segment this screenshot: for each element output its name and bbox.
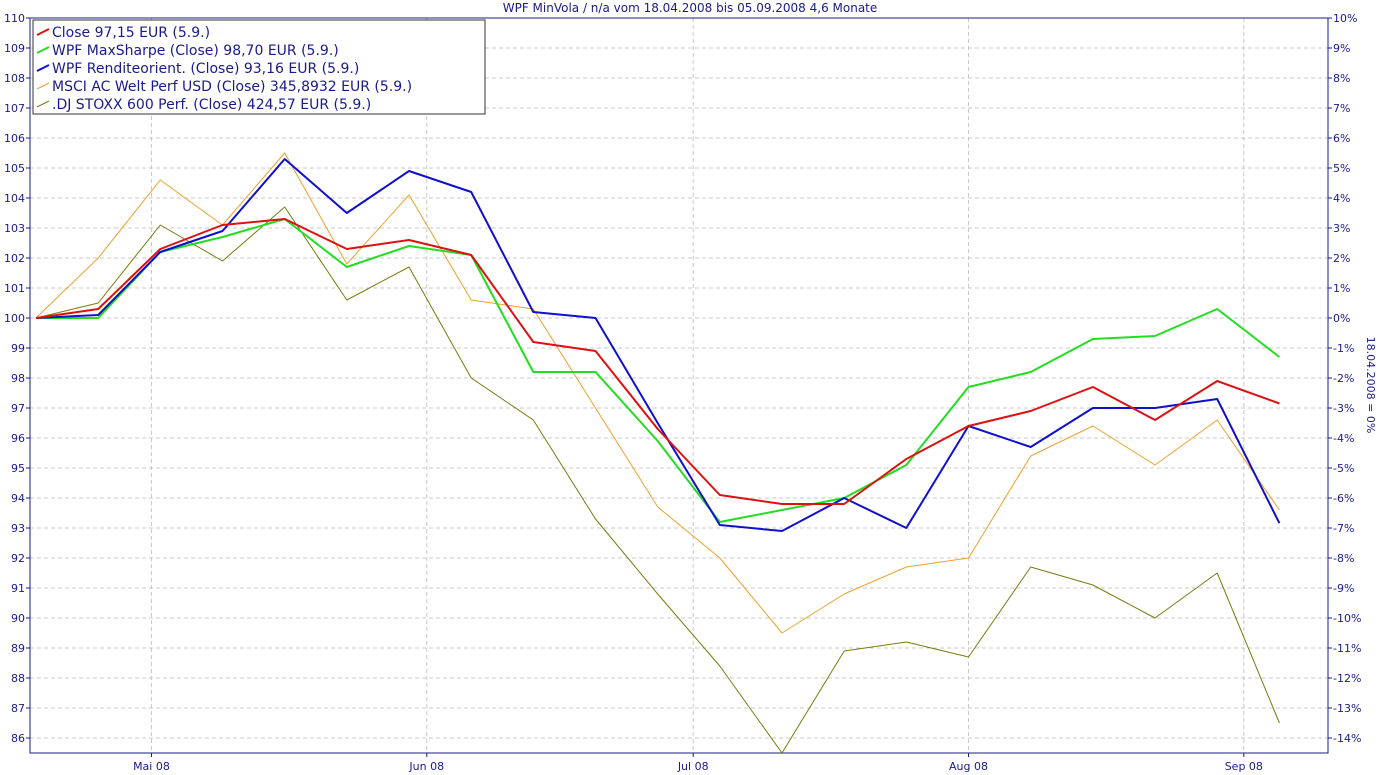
legend-swatch xyxy=(36,46,50,54)
y-right-tick-label: -13% xyxy=(1333,702,1361,715)
x-tick-label: Jun 08 xyxy=(408,760,444,773)
x-tick-label: Jul 08 xyxy=(677,760,709,773)
legend-entry: .DJ STOXX 600 Perf. (Close) 424,57 EUR (… xyxy=(52,97,371,113)
y-left-tick-label: 91 xyxy=(11,582,25,595)
y-right-tick-label: 3% xyxy=(1333,222,1350,235)
y-right-label: 18.04.2008 = 0% xyxy=(1364,337,1377,434)
y-left-tick-label: 109 xyxy=(4,42,25,55)
y-right-tick-label: -5% xyxy=(1333,462,1354,475)
y-right-tick-label: 8% xyxy=(1333,72,1350,85)
y-right-tick-label: -2% xyxy=(1333,372,1354,385)
y-right-tick-label: 6% xyxy=(1333,132,1350,145)
legend-box xyxy=(32,19,486,115)
y-left-tick-label: 89 xyxy=(11,642,25,655)
y-left-tick-label: 95 xyxy=(11,462,25,475)
series-line xyxy=(35,158,1281,532)
y-right-tick-label: -4% xyxy=(1333,432,1354,445)
series-line xyxy=(35,152,1280,634)
x-tick-label: Aug 08 xyxy=(949,760,988,773)
y-left-tick-label: 87 xyxy=(11,702,25,715)
legend: Close 97,15 EUR (5.9.) WPF MaxSharpe (Clo… xyxy=(32,19,486,115)
y-right-tick-label: -10% xyxy=(1333,612,1361,625)
y-left-tick-label: 98 xyxy=(11,372,25,385)
legend-swatch xyxy=(36,28,50,36)
y-left-tick-label: 110 xyxy=(4,12,25,25)
y-right-tick-label: -8% xyxy=(1333,552,1354,565)
y-right-tick-label: 7% xyxy=(1333,102,1350,115)
grid xyxy=(30,17,1328,753)
y-right-tick-label: 1% xyxy=(1333,282,1350,295)
y-right-tick-label: -3% xyxy=(1333,402,1354,415)
series-line xyxy=(35,218,1280,505)
y-right-tick-label: -14% xyxy=(1333,732,1361,745)
y-left-tick-label: 102 xyxy=(4,252,25,265)
x-tick-label: Sep 08 xyxy=(1225,760,1263,773)
y-right-tick-label: -11% xyxy=(1333,642,1361,655)
y-right-axis: -14% -13% -12% -11% -10% -9% -8% -7% -6% -5% -4% -3… xyxy=(1328,12,1361,745)
y-right-tick-label: -7% xyxy=(1333,522,1354,535)
y-left-tick-label: 96 xyxy=(11,432,25,445)
y-right-tick-label: -9% xyxy=(1333,582,1354,595)
y-left-tick-label: 88 xyxy=(11,672,25,685)
y-right-tick-label: 0% xyxy=(1333,312,1350,325)
y-right-tick-label: 9% xyxy=(1333,42,1350,55)
legend-swatch xyxy=(36,100,50,108)
legend-entry: WPF Renditeorient. (Close) 93,16 EUR (5.… xyxy=(52,61,359,77)
y-left-tick-label: 93 xyxy=(11,522,25,535)
y-left-tick-label: 97 xyxy=(11,402,25,415)
legend-swatch xyxy=(36,64,50,72)
chart-title: WPF MinVola / n/a vom 18.04.2008 bis 05.… xyxy=(503,1,878,15)
series-lines xyxy=(35,152,1281,754)
y-left-tick-label: 92 xyxy=(11,552,25,565)
y-left-tick-label: 104 xyxy=(4,192,25,205)
x-axis: Mai 08 Jun 08 Jul 08 Aug 08 Sep 08 xyxy=(133,753,1263,773)
legend-entry: MSCI AC Welt Perf USD (Close) 345,8932 E… xyxy=(52,79,412,95)
series-line xyxy=(36,218,1281,523)
legend-swatch xyxy=(36,82,50,90)
y-left-tick-label: 107 xyxy=(4,102,25,115)
y-left-tick-label: 94 xyxy=(11,492,25,505)
y-right-tick-label: 4% xyxy=(1333,192,1350,205)
legend-entry: Close 97,15 EUR (5.9.) xyxy=(52,25,210,41)
series-line xyxy=(35,206,1280,754)
y-left-tick-label: 106 xyxy=(4,132,25,145)
y-left-tick-label: 90 xyxy=(11,612,25,625)
y-left-tick-label: 101 xyxy=(4,282,25,295)
y-right-tick-label: -1% xyxy=(1333,342,1354,355)
plot-frame xyxy=(29,17,1329,754)
y-right-tick-label: 2% xyxy=(1333,252,1350,265)
y-right-tick-label: 10% xyxy=(1333,12,1357,25)
y-left-tick-label: 99 xyxy=(11,342,25,355)
y-left-tick-label: 103 xyxy=(4,222,25,235)
y-right-tick-label: 5% xyxy=(1333,162,1350,175)
y-right-tick-label: -6% xyxy=(1333,492,1354,505)
legend-entry: WPF MaxSharpe (Close) 98,70 EUR (5.9.) xyxy=(52,43,339,59)
y-left-tick-label: 108 xyxy=(4,72,25,85)
y-left-tick-label: 105 xyxy=(4,162,25,175)
y-left-axis: 86 87 88 89 90 91 92 93 94 95 96 97 98 99 100 101 102 103… xyxy=(4,12,30,745)
y-right-tick-label: -12% xyxy=(1333,672,1361,685)
y-left-tick-label: 100 xyxy=(4,312,25,325)
y-left-tick-label: 86 xyxy=(11,732,25,745)
x-tick-label: Mai 08 xyxy=(133,760,170,773)
